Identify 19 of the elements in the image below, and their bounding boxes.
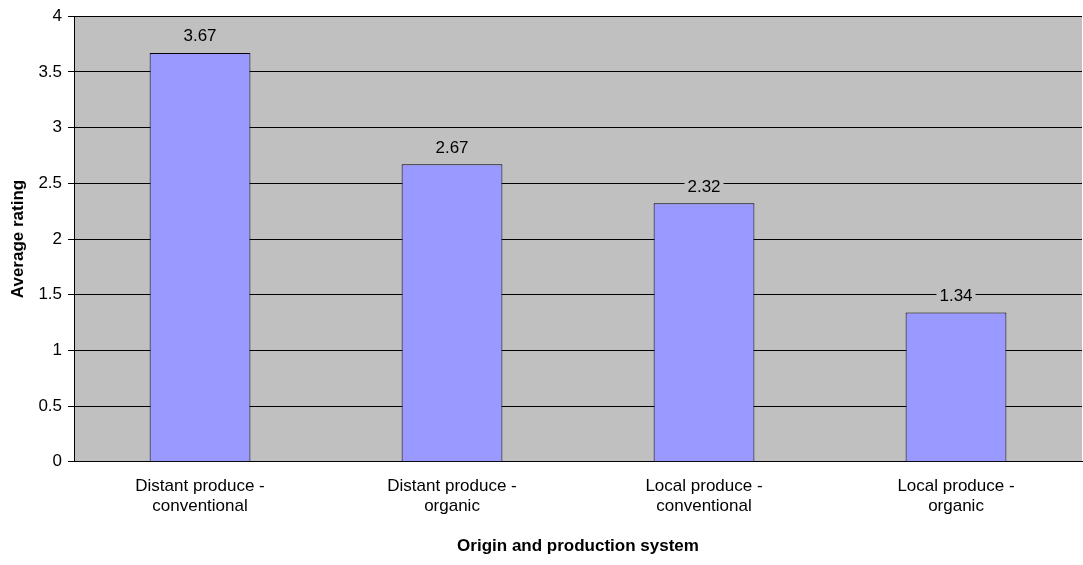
y-tick-label: 0.5 bbox=[38, 395, 63, 415]
y-axis-title: Average rating bbox=[7, 179, 27, 299]
x-tick-label: Local produce - conventional bbox=[645, 475, 763, 516]
y-tick-label: 2 bbox=[52, 228, 63, 248]
y-tick-label: 4 bbox=[52, 5, 63, 25]
data-label: 2.67 bbox=[435, 137, 469, 157]
y-tick-label: 3.5 bbox=[38, 61, 63, 81]
y-tick-label: 1 bbox=[52, 340, 63, 360]
data-label: 2.32 bbox=[687, 176, 721, 196]
data-label: 3.67 bbox=[183, 26, 217, 46]
x-tick-label: Distant produce - organic bbox=[387, 475, 517, 516]
x-tick-label: Local produce - organic bbox=[897, 475, 1015, 516]
data-label: 1.34 bbox=[939, 285, 973, 305]
x-tick-label: Distant produce - conventional bbox=[135, 475, 265, 516]
y-tick-label: 1.5 bbox=[38, 284, 63, 304]
x-axis-title: Origin and production system bbox=[457, 536, 699, 556]
y-tick-label: 3 bbox=[52, 117, 63, 137]
y-tick-label: 0 bbox=[52, 451, 63, 471]
y-tick-label: 2.5 bbox=[38, 172, 63, 192]
